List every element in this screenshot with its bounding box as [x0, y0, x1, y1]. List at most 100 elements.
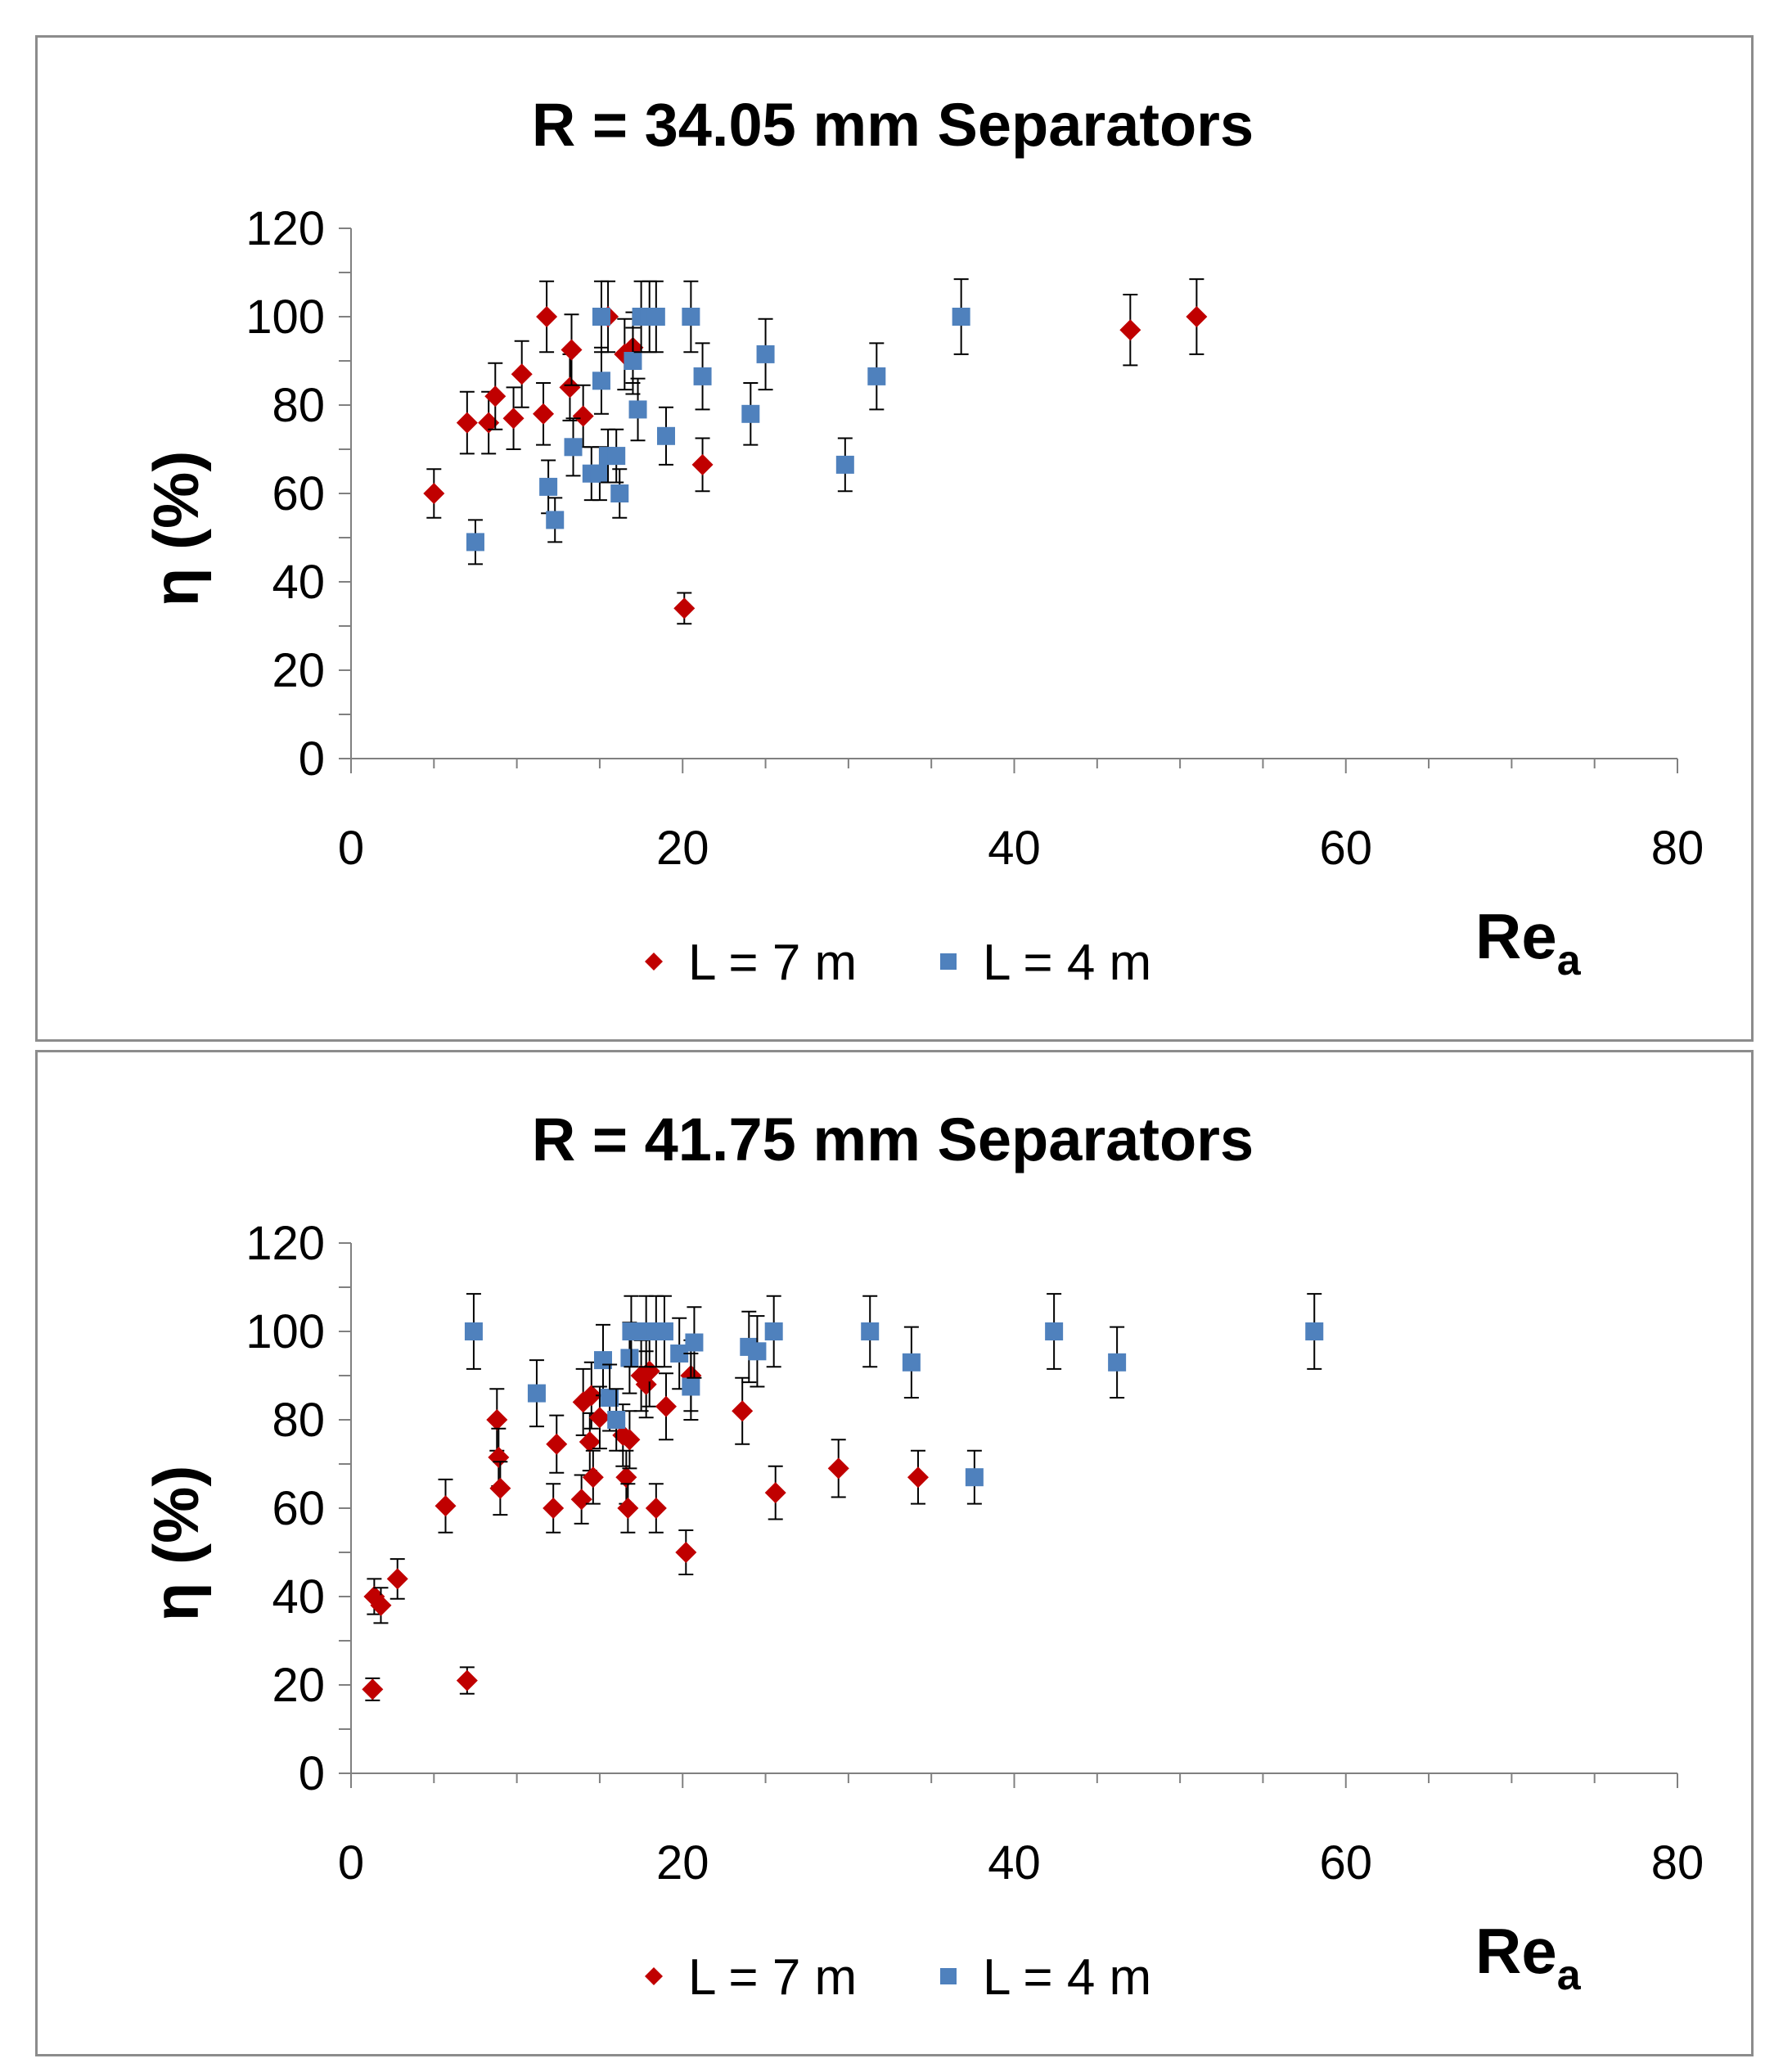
plot-area: 0 20 40 60 80 100 120 0 20 40 60 80: [245, 202, 1704, 875]
data-point: [607, 447, 626, 466]
data-point: [655, 1395, 677, 1417]
data-point: [561, 339, 583, 361]
series-l7: [423, 278, 1208, 625]
data-point: [559, 376, 581, 399]
series-l7: [362, 1335, 929, 1701]
data-point: [502, 408, 525, 430]
data-point: [624, 352, 642, 370]
x-axis-title: Rea: [1475, 900, 1582, 984]
data-point: [902, 1353, 921, 1372]
legend-label-l7: L = 7 m: [688, 1949, 857, 2006]
data-point: [543, 1498, 565, 1519]
data-point: [685, 1333, 704, 1352]
data-point: [638, 1360, 660, 1382]
x-tick-label: 40: [988, 1836, 1041, 1890]
scatter-chart-bottom: R = 41.75 mm Separators 0204060801001200…: [140, 1106, 1704, 2006]
data-point: [423, 483, 445, 504]
data-point: [965, 1468, 984, 1487]
data-point: [835, 455, 854, 474]
data-point: [570, 1489, 592, 1511]
data-point: [592, 308, 610, 326]
data-point: [827, 1457, 849, 1480]
data-point: [386, 1568, 408, 1590]
data-point: [579, 1431, 601, 1453]
data-point: [610, 484, 629, 502]
data-point: [464, 1322, 483, 1340]
data-point: [646, 308, 665, 326]
data-point: [592, 372, 610, 390]
data-point: [1186, 306, 1208, 327]
data-point: [628, 400, 647, 419]
x-tick-label: 80: [1651, 1836, 1704, 1890]
data-point: [572, 405, 594, 427]
x-tick-label: 60: [1319, 822, 1372, 875]
data-point: [741, 404, 760, 423]
legend-marker-l4: [940, 1968, 957, 1984]
data-point: [693, 367, 712, 385]
data-point: [456, 1669, 478, 1691]
data-point: [539, 477, 558, 496]
data-point: [673, 597, 696, 619]
legend-label-l4: L = 4 m: [983, 1949, 1151, 2006]
legend-marker-l7: [645, 1967, 663, 1985]
data-point: [1305, 1322, 1324, 1340]
x-tick-label: 40: [988, 822, 1041, 875]
x-tick-label: 0: [338, 1836, 364, 1890]
data-point: [675, 1542, 697, 1563]
legend-label-l4: L = 4 m: [983, 935, 1151, 991]
x-tick-label: 20: [656, 822, 709, 875]
data-point: [748, 1342, 767, 1361]
data-point: [582, 1466, 604, 1489]
data-point: [434, 1495, 457, 1517]
scatter-chart-top: R = 34.05 mm Separators 0204060801001200…: [140, 91, 1704, 991]
y-tick-label: 60: [272, 1482, 325, 1535]
data-point: [732, 1400, 754, 1422]
data-point: [486, 1409, 508, 1430]
legend: L = 7 m L = 4 m: [645, 935, 1151, 991]
data-point: [588, 1407, 610, 1429]
series-l4: [464, 1293, 1324, 1505]
data-point: [1108, 1353, 1127, 1372]
x-tick-label: 60: [1319, 1836, 1372, 1890]
chart-title: R = 41.75 mm Separators: [532, 1106, 1254, 1173]
data-point: [670, 1345, 689, 1363]
x-axis-title: Rea: [1475, 1915, 1582, 1999]
y-tick-label: 20: [272, 644, 325, 697]
data-point: [682, 1377, 700, 1396]
series-l4: [466, 278, 970, 565]
legend-label-l7: L = 7 m: [688, 935, 857, 991]
data-point: [620, 1349, 639, 1367]
data-point: [488, 1446, 510, 1468]
y-tick-label: 120: [245, 202, 325, 255]
data-point: [691, 453, 714, 475]
data-point: [656, 426, 675, 445]
data-point: [645, 1498, 667, 1519]
data-point: [546, 511, 565, 529]
data-point: [861, 1322, 880, 1340]
y-tick-label: 20: [272, 1659, 325, 1712]
data-point: [622, 1322, 641, 1340]
y-tick-label: 40: [272, 556, 325, 609]
y-tick-label: 0: [299, 732, 325, 786]
data-point: [617, 1498, 639, 1519]
data-point: [601, 1389, 619, 1407]
plot-area: 0 20 40 60 80 100 120 0 20 40 60 80: [245, 1217, 1704, 1890]
data-point: [478, 412, 500, 434]
data-point: [682, 308, 700, 326]
data-point: [489, 1477, 511, 1499]
data-point: [590, 464, 609, 483]
data-point: [456, 412, 478, 434]
chart-panel-bottom: R = 41.75 mm Separators 0 20 40 60 80 100 120 0…: [35, 1050, 1754, 2056]
data-point: [619, 1429, 641, 1451]
data-point: [867, 367, 886, 385]
x-tick-label: 0: [338, 822, 364, 875]
data-point: [466, 533, 484, 552]
chart-panel-top: R = 34.05 mm Separators 0 20 40 60 80 100 120 0…: [35, 35, 1754, 1042]
y-tick-label: 120: [245, 1217, 325, 1270]
data-point: [370, 1594, 392, 1616]
legend-marker-l7: [645, 953, 663, 971]
data-point: [756, 345, 775, 363]
chart-title: R = 34.05 mm Separators: [532, 91, 1254, 159]
data-point: [546, 1433, 568, 1455]
data-point: [952, 308, 970, 326]
